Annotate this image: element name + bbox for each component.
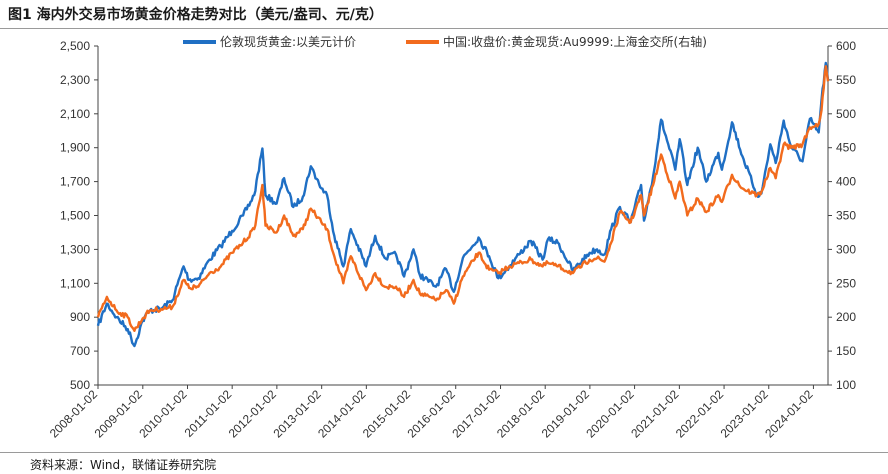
series-line-shanghai-gold bbox=[96, 65, 830, 332]
figure-title: 图1 海内外交易市场黄金价格走势对比（美元/盎司、元/克） bbox=[8, 7, 383, 23]
right-tick-label: 100 bbox=[836, 378, 856, 392]
series-layer bbox=[96, 61, 830, 348]
source-note: 资料来源：Wind，联储证券研究院 bbox=[30, 458, 217, 472]
right-tick-label: 450 bbox=[836, 141, 856, 155]
right-y-ticks: 100 150 200 250 300 350 400 450 500 550 600 bbox=[828, 39, 856, 392]
left-tick-label: 1,100 bbox=[60, 276, 90, 290]
left-y-ticks: 500 700 900 1,100 1,300 1,500 1,700 1,900 2,100 2… bbox=[60, 39, 98, 392]
left-tick-label: 1,300 bbox=[60, 242, 90, 256]
top-rule bbox=[0, 28, 888, 29]
right-tick-label: 550 bbox=[836, 73, 856, 87]
right-tick-label: 500 bbox=[836, 107, 856, 121]
x-tick-label: 2024-01-02 bbox=[762, 387, 816, 441]
right-tick-label: 200 bbox=[836, 310, 856, 324]
legend-label-london: 伦敦现货黄金:以美元计价 bbox=[220, 34, 356, 49]
legend: 伦敦现货黄金:以美元计价 中国:收盘价:黄金现货:Au9999:上海金交所(右轴… bbox=[183, 34, 707, 49]
series-line-london-gold bbox=[96, 61, 830, 348]
left-tick-label: 900 bbox=[70, 310, 90, 324]
right-tick-label: 600 bbox=[836, 39, 856, 53]
x-tick-label: 2010-01-02 bbox=[136, 387, 190, 441]
bottom-rule bbox=[0, 452, 888, 453]
gold-price-chart: 500 700 900 1,100 1,300 1,500 1,700 1,900 2,100 2… bbox=[47, 34, 857, 441]
right-tick-label: 400 bbox=[836, 175, 856, 189]
left-tick-label: 700 bbox=[70, 344, 90, 358]
left-tick-label: 1,700 bbox=[60, 175, 90, 189]
left-tick-label: 2,300 bbox=[60, 73, 90, 87]
left-tick-label: 500 bbox=[70, 378, 90, 392]
left-tick-label: 2,100 bbox=[60, 107, 90, 121]
right-tick-label: 300 bbox=[836, 242, 856, 256]
right-tick-label: 350 bbox=[836, 209, 856, 223]
left-tick-label: 1,500 bbox=[60, 209, 90, 223]
x-ticks: 2008-01-022009-01-022010-01-022011-01-02… bbox=[47, 385, 816, 441]
left-tick-label: 2,500 bbox=[60, 39, 90, 53]
right-tick-label: 150 bbox=[836, 344, 856, 358]
right-tick-label: 250 bbox=[836, 276, 856, 290]
left-tick-label: 1,900 bbox=[60, 141, 90, 155]
legend-label-shanghai: 中国:收盘价:黄金现货:Au9999:上海金交所(右轴) bbox=[443, 34, 707, 49]
